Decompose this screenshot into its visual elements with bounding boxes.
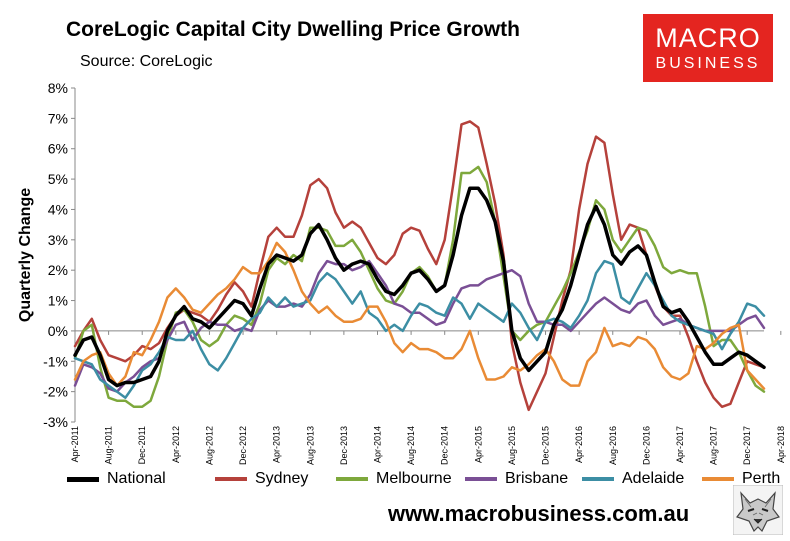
chart-source: Source: CoreLogic <box>80 53 213 70</box>
y-tick-label: 5% <box>48 171 68 187</box>
x-tick-label: Aug-2014 <box>406 426 416 465</box>
x-tick-label: Apr-2012 <box>171 426 181 463</box>
legend-swatch <box>465 477 497 481</box>
x-tick-label: Aug-2016 <box>608 426 618 465</box>
y-tick-label: 8% <box>48 80 68 96</box>
x-tick-label: Dec-2017 <box>742 426 752 465</box>
x-tick-label: Apr-2016 <box>574 426 584 463</box>
legend-item-adelaide: Adelaide <box>582 466 684 492</box>
line-chart: -3% -2% -1% 0% 1% 2% 3% 4% 5% 6% 7% 8% Apr-2011 Aug-2… <box>17 80 786 465</box>
series-line-sydney <box>73 120 766 412</box>
macrobusiness-logo: MACRO BUSINESS <box>643 14 773 82</box>
legend-item-sydney: Sydney <box>215 466 308 492</box>
y-tick-label: 0% <box>48 323 68 339</box>
legend-swatch <box>702 477 734 481</box>
x-tick-label: Apr-2014 <box>372 426 382 463</box>
x-tick-label: Dec-2011 <box>137 426 147 464</box>
y-axis-title: Quarterly Change <box>17 188 34 322</box>
x-tick-label: Dec-2016 <box>641 426 651 465</box>
x-tick-label: Apr-2017 <box>675 426 685 463</box>
series-line-melbourne <box>73 165 766 409</box>
x-tick-label: Dec-2012 <box>238 426 248 465</box>
y-tick-label: 7% <box>48 110 68 126</box>
y-tick-label: 6% <box>48 141 68 157</box>
legend-swatch <box>336 477 368 481</box>
legend-label: Melbourne <box>376 470 452 487</box>
legend-label: Sydney <box>255 470 309 487</box>
x-tick-label: Aug-2017 <box>709 426 719 465</box>
legend-label: National <box>107 470 166 487</box>
y-tick-label: -2% <box>43 384 68 400</box>
x-tick-label: Apr-2011 <box>70 426 80 462</box>
y-tick-label: 1% <box>48 293 68 309</box>
legend-item-perth: Perth <box>702 466 780 492</box>
series-line-national <box>73 186 766 388</box>
x-tick-label: Aug-2011 <box>104 426 114 464</box>
x-tick-label: Aug-2012 <box>204 426 214 465</box>
x-tick-label: Dec-2015 <box>541 426 551 465</box>
legend-label: Adelaide <box>622 470 685 487</box>
x-tick-label: Apr-2018 <box>776 426 786 463</box>
logo-line-business: BUSINESS <box>655 55 761 72</box>
x-tick-label: Aug-2015 <box>507 426 517 465</box>
series-line-perth <box>73 241 766 390</box>
x-tick-label: Apr-2015 <box>473 426 483 463</box>
series-line-brisbane <box>73 259 766 393</box>
legend-item-brisbane: Brisbane <box>465 466 568 492</box>
y-tick-label: 2% <box>48 262 68 278</box>
legend-item-national: National <box>67 466 166 492</box>
y-tick-label: -1% <box>43 353 68 369</box>
chart-title: CoreLogic Capital City Dwelling Price Gr… <box>66 18 520 41</box>
series-line-adelaide <box>73 259 766 399</box>
chart-legend: National Sydney Melbourne Brisbane Adelaide P… <box>62 466 782 492</box>
x-tick-label: Apr-2013 <box>272 426 282 463</box>
y-tick-label: 4% <box>48 201 68 217</box>
legend-swatch <box>582 477 614 481</box>
legend-label: Perth <box>742 470 781 487</box>
legend-label: Brisbane <box>505 470 569 487</box>
wolf-mascot-icon <box>733 485 783 535</box>
legend-swatch <box>215 477 247 481</box>
logo-line-macro: MACRO <box>655 23 761 53</box>
y-tick-label: 3% <box>48 232 68 248</box>
y-tick-label: -3% <box>43 414 68 430</box>
x-tick-label: Dec-2014 <box>440 426 450 465</box>
x-tick-label: Aug-2013 <box>305 426 315 465</box>
x-tick-label: Dec-2013 <box>339 426 349 465</box>
website-url: www.macrobusiness.com.au <box>388 501 690 526</box>
legend-swatch <box>67 476 99 482</box>
legend-item-melbourne: Melbourne <box>336 466 452 492</box>
